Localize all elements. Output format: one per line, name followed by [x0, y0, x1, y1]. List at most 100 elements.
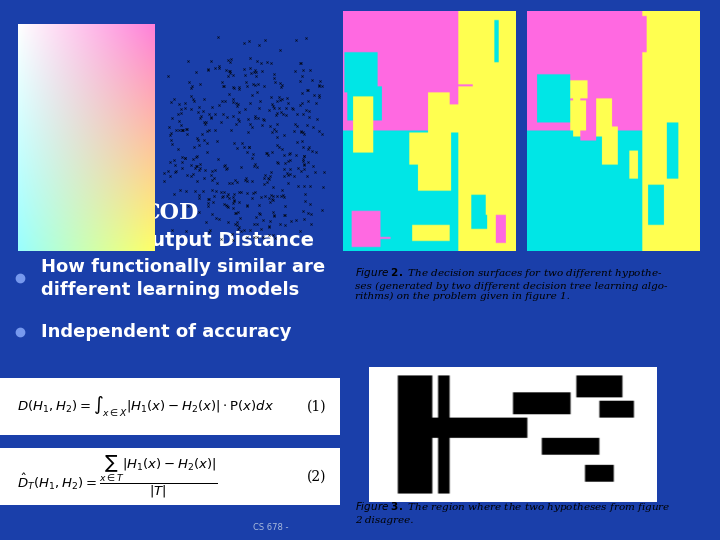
Point	[194, 164, 206, 172]
Point	[229, 208, 240, 217]
Point	[166, 226, 178, 235]
Point	[218, 162, 230, 171]
Point	[253, 208, 265, 217]
Point	[275, 83, 287, 91]
Point	[305, 200, 316, 208]
Point	[197, 187, 209, 195]
Point	[182, 57, 194, 66]
Point	[201, 127, 212, 136]
Point	[193, 107, 204, 116]
Point	[244, 99, 256, 107]
Point	[223, 67, 235, 76]
Point	[209, 64, 220, 73]
Point	[261, 58, 272, 67]
Point	[205, 57, 217, 65]
Point	[299, 152, 310, 160]
Point	[265, 168, 276, 177]
Point	[241, 233, 253, 242]
Point	[220, 161, 231, 170]
Point	[244, 226, 256, 234]
Point	[251, 68, 262, 76]
Point	[166, 139, 177, 148]
Point	[253, 41, 264, 50]
Point	[202, 65, 214, 73]
Point	[208, 174, 220, 183]
Point	[271, 97, 283, 105]
Point	[229, 195, 240, 204]
Point	[301, 85, 312, 94]
Point	[213, 64, 225, 72]
Point	[297, 156, 309, 165]
Point	[197, 107, 209, 116]
Point	[207, 198, 218, 206]
Point	[276, 145, 288, 153]
Point	[314, 76, 325, 85]
Point	[173, 126, 184, 134]
Text: $D(H_1,H_2) = \int_{x \in X} |H_1(x) - H_2(x)| \cdot \mathrm{P}(x)dx$: $D(H_1,H_2) = \int_{x \in X} |H_1(x) - H…	[17, 394, 274, 418]
Point	[311, 115, 323, 124]
Point	[240, 173, 252, 182]
Point	[301, 172, 312, 181]
Point	[249, 160, 261, 168]
Point	[198, 174, 210, 183]
Point	[296, 137, 307, 146]
Point	[216, 96, 228, 105]
Point	[238, 226, 249, 234]
Point	[274, 104, 285, 113]
Point	[271, 132, 283, 141]
Point	[288, 126, 300, 135]
Point	[306, 210, 318, 219]
Point	[228, 98, 239, 106]
Point	[249, 113, 261, 122]
Point	[284, 156, 296, 164]
Point	[297, 143, 309, 151]
Point	[271, 192, 283, 200]
Point	[285, 217, 297, 225]
Point	[276, 94, 288, 103]
Point	[318, 183, 329, 191]
Point	[243, 143, 255, 151]
Point	[231, 221, 243, 230]
Point	[224, 58, 235, 66]
Point	[162, 167, 174, 176]
Point	[251, 163, 263, 171]
Text: $\it{Figure}$ $\mathbf{3.}$ The region where the two hypotheses from figure
2 di: $\it{Figure}$ $\mathbf{3.}$ The region w…	[355, 500, 670, 525]
Point	[228, 112, 239, 120]
Point	[273, 93, 284, 102]
Point	[215, 118, 227, 127]
Point	[192, 177, 203, 186]
Point	[230, 208, 241, 217]
Point	[276, 110, 288, 119]
Point	[175, 109, 186, 118]
Point	[179, 104, 191, 113]
Point	[271, 158, 282, 166]
Point	[228, 71, 239, 79]
Point	[168, 155, 180, 164]
Point	[248, 233, 259, 241]
Point	[186, 104, 197, 113]
Point	[248, 68, 260, 77]
Point	[295, 128, 307, 137]
Point	[168, 95, 179, 104]
Point	[264, 106, 275, 114]
Point	[258, 179, 270, 188]
Point	[213, 101, 225, 110]
Point	[268, 73, 279, 82]
Point	[304, 66, 315, 75]
Point	[247, 189, 258, 198]
Point	[187, 155, 199, 164]
Point	[255, 225, 266, 234]
Point	[248, 161, 260, 170]
Point	[277, 191, 289, 199]
Point	[233, 197, 245, 206]
Point	[205, 112, 217, 121]
Point	[179, 153, 191, 162]
Point	[243, 37, 254, 45]
Point	[258, 82, 269, 91]
Point	[222, 190, 233, 199]
Point	[227, 199, 238, 208]
Point	[174, 186, 186, 195]
Point	[176, 158, 187, 166]
Point	[269, 234, 281, 242]
Point	[269, 104, 280, 112]
